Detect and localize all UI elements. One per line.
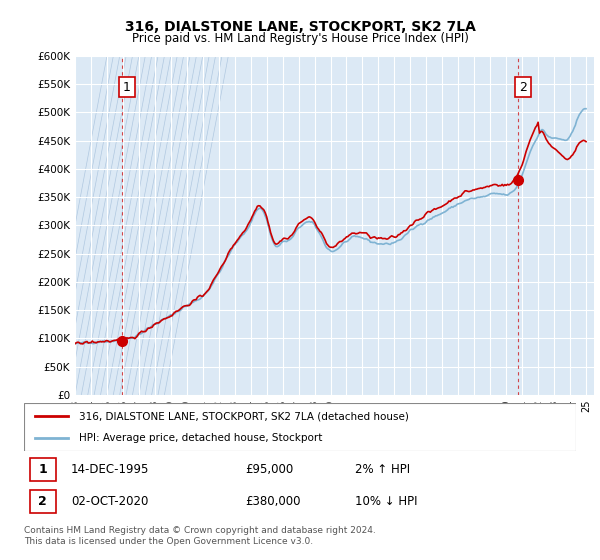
Text: 14-DEC-1995: 14-DEC-1995 bbox=[71, 463, 149, 476]
Text: 2: 2 bbox=[519, 81, 527, 94]
Text: Price paid vs. HM Land Registry's House Price Index (HPI): Price paid vs. HM Land Registry's House … bbox=[131, 32, 469, 45]
FancyBboxPatch shape bbox=[29, 458, 56, 481]
Text: 2: 2 bbox=[38, 496, 47, 508]
Text: 1: 1 bbox=[123, 81, 131, 94]
Text: Contains HM Land Registry data © Crown copyright and database right 2024.
This d: Contains HM Land Registry data © Crown c… bbox=[24, 526, 376, 546]
Text: 316, DIALSTONE LANE, STOCKPORT, SK2 7LA (detached house): 316, DIALSTONE LANE, STOCKPORT, SK2 7LA … bbox=[79, 411, 409, 421]
Text: 2% ↑ HPI: 2% ↑ HPI bbox=[355, 463, 410, 476]
Text: HPI: Average price, detached house, Stockport: HPI: Average price, detached house, Stoc… bbox=[79, 433, 323, 443]
Text: £95,000: £95,000 bbox=[245, 463, 293, 476]
Text: 316, DIALSTONE LANE, STOCKPORT, SK2 7LA: 316, DIALSTONE LANE, STOCKPORT, SK2 7LA bbox=[125, 20, 475, 34]
Text: 1: 1 bbox=[38, 463, 47, 476]
FancyBboxPatch shape bbox=[29, 491, 56, 514]
Text: 10% ↓ HPI: 10% ↓ HPI bbox=[355, 496, 418, 508]
Text: 02-OCT-2020: 02-OCT-2020 bbox=[71, 496, 148, 508]
Text: £380,000: £380,000 bbox=[245, 496, 301, 508]
FancyBboxPatch shape bbox=[24, 403, 576, 451]
